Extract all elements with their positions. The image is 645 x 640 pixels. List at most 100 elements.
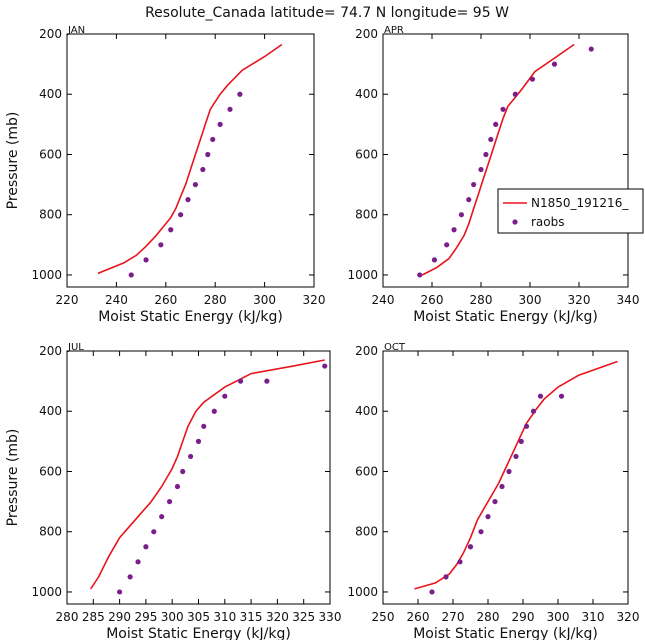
plot-frame-jan bbox=[66, 33, 315, 288]
obs-point-jul bbox=[143, 544, 149, 550]
obs-point-apr bbox=[417, 272, 423, 278]
obs-point-jul bbox=[180, 468, 186, 475]
x-tick-label-jul: 285 bbox=[82, 610, 105, 624]
y-axis-label-jan: Pressure (mb) bbox=[5, 112, 21, 210]
x-tick-label-oct: 250 bbox=[372, 610, 395, 624]
x-axis-label-oct: Moist Static Energy (kJ/kg) bbox=[413, 626, 598, 640]
obs-point-jul bbox=[322, 363, 328, 369]
x-tick-label-oct: 310 bbox=[582, 610, 605, 624]
obs-point-apr bbox=[551, 61, 558, 67]
x-tick-label-jul: 315 bbox=[240, 610, 263, 624]
y-tick-label-oct: 600 bbox=[355, 464, 378, 478]
model-line-jul bbox=[90, 359, 325, 590]
y-tick-label-jul: 200 bbox=[39, 344, 62, 358]
x-tick-label-apr: 240 bbox=[372, 293, 395, 307]
legend-label-model: N1850_191216_ bbox=[531, 196, 629, 210]
x-tick-label-oct: 280 bbox=[477, 610, 500, 624]
obs-point-jan bbox=[178, 212, 184, 218]
y-tick-label-oct: 1000 bbox=[347, 585, 378, 599]
y-tick-label-apr: 400 bbox=[355, 87, 378, 101]
obs-point-oct bbox=[537, 393, 544, 399]
y-tick-label-oct: 800 bbox=[355, 525, 378, 539]
obs-point-jul bbox=[195, 438, 202, 444]
obs-point-jul bbox=[188, 453, 194, 460]
obs-point-oct bbox=[457, 559, 463, 565]
obs-point-oct bbox=[443, 574, 449, 580]
obs-point-apr bbox=[478, 166, 484, 173]
obs-point-oct bbox=[513, 453, 519, 460]
obs-point-apr bbox=[471, 181, 477, 188]
y-tick-label-apr: 800 bbox=[355, 208, 378, 222]
obs-point-apr bbox=[500, 106, 506, 112]
obs-point-apr bbox=[458, 212, 464, 218]
obs-point-jul bbox=[159, 514, 165, 520]
obs-point-oct bbox=[518, 438, 524, 444]
x-tick-label-oct: 320 bbox=[617, 610, 640, 624]
y-tick-label-jan: 1000 bbox=[31, 268, 62, 282]
x-tick-label-apr: 320 bbox=[568, 293, 591, 307]
x-tick-label-apr: 340 bbox=[617, 293, 640, 307]
x-tick-label-jan: 240 bbox=[105, 293, 128, 307]
obs-point-apr bbox=[444, 242, 450, 248]
x-tick-label-oct: 300 bbox=[547, 610, 570, 624]
plot-frame-jul bbox=[66, 350, 331, 605]
x-tick-label-apr: 300 bbox=[519, 293, 542, 307]
obs-point-jul bbox=[264, 378, 270, 384]
obs-point-jul bbox=[237, 378, 244, 384]
obs-point-apr bbox=[493, 121, 499, 127]
legend: N1850_191216_ raobs bbox=[497, 188, 644, 234]
x-tick-label-jan: 300 bbox=[253, 293, 276, 307]
obs-point-jan bbox=[168, 227, 174, 233]
y-tick-label-jul: 400 bbox=[39, 404, 62, 418]
x-tick-label-jul: 290 bbox=[108, 610, 131, 624]
obs-point-oct bbox=[492, 498, 498, 505]
obs-point-jan bbox=[143, 257, 149, 263]
x-tick-label-apr: 280 bbox=[470, 293, 493, 307]
obs-point-jan bbox=[210, 136, 216, 143]
x-tick-label-jul: 325 bbox=[292, 610, 315, 624]
y-tick-label-jan: 600 bbox=[39, 147, 62, 161]
x-tick-label-jul: 300 bbox=[161, 610, 184, 624]
x-tick-label-jul: 330 bbox=[319, 610, 342, 624]
y-tick-label-oct: 400 bbox=[355, 404, 378, 418]
x-tick-label-apr: 260 bbox=[421, 293, 444, 307]
plot-frame-apr bbox=[382, 33, 629, 288]
obs-point-jul bbox=[166, 498, 173, 505]
obs-point-jul bbox=[211, 408, 217, 414]
y-tick-label-jul: 1000 bbox=[31, 585, 62, 599]
panel-jul: JUL 280 285 290 295 300 305 310 315 320 325 330 200 4… bbox=[5, 342, 341, 640]
panel-oct: OCT 250 260 270 280 290 300 310 320 200 400 600 800 1… bbox=[347, 342, 639, 640]
panel-label-jan: JAN bbox=[67, 25, 85, 36]
obs-point-jan bbox=[217, 121, 223, 127]
obs-point-apr bbox=[431, 257, 438, 263]
x-tick-label-oct: 260 bbox=[407, 610, 430, 624]
y-tick-label-apr: 1000 bbox=[347, 268, 378, 282]
plot-frame-oct bbox=[382, 350, 629, 605]
obs-point-oct bbox=[499, 483, 505, 490]
obs-point-jul bbox=[117, 589, 123, 595]
model-line-jan bbox=[97, 43, 283, 275]
obs-point-jul bbox=[127, 574, 133, 580]
x-tick-label-jan: 280 bbox=[204, 293, 227, 307]
x-tick-label-jan: 220 bbox=[56, 293, 79, 307]
legend-obs-marker bbox=[512, 219, 518, 225]
panel-jan: JAN 220 240 260 280 300 320 200 400 600 800 1000 Moi… bbox=[5, 25, 325, 325]
x-axis-label-apr: Moist Static Energy (kJ/kg) bbox=[413, 309, 598, 325]
x-tick-label-jan: 260 bbox=[154, 293, 177, 307]
x-tick-label-jul: 295 bbox=[134, 610, 157, 624]
panel-label-apr: APR bbox=[384, 25, 404, 36]
panels: JAN 220 240 260 280 300 320 200 400 600 800 1000 Moi… bbox=[5, 25, 639, 640]
x-tick-label-jul: 310 bbox=[213, 610, 236, 624]
y-tick-label-apr: 600 bbox=[355, 147, 378, 161]
obs-point-oct bbox=[506, 468, 512, 475]
obs-point-apr bbox=[488, 136, 494, 143]
x-tick-label-jul: 280 bbox=[56, 610, 79, 624]
x-tick-label-oct: 290 bbox=[512, 610, 535, 624]
obs-point-oct bbox=[485, 514, 491, 520]
obs-point-jul bbox=[151, 529, 157, 535]
x-tick-label-jul: 305 bbox=[187, 610, 210, 624]
legend-label-obs: raobs bbox=[531, 215, 565, 229]
obs-point-jan bbox=[185, 197, 191, 203]
obs-point-jan bbox=[128, 272, 134, 278]
